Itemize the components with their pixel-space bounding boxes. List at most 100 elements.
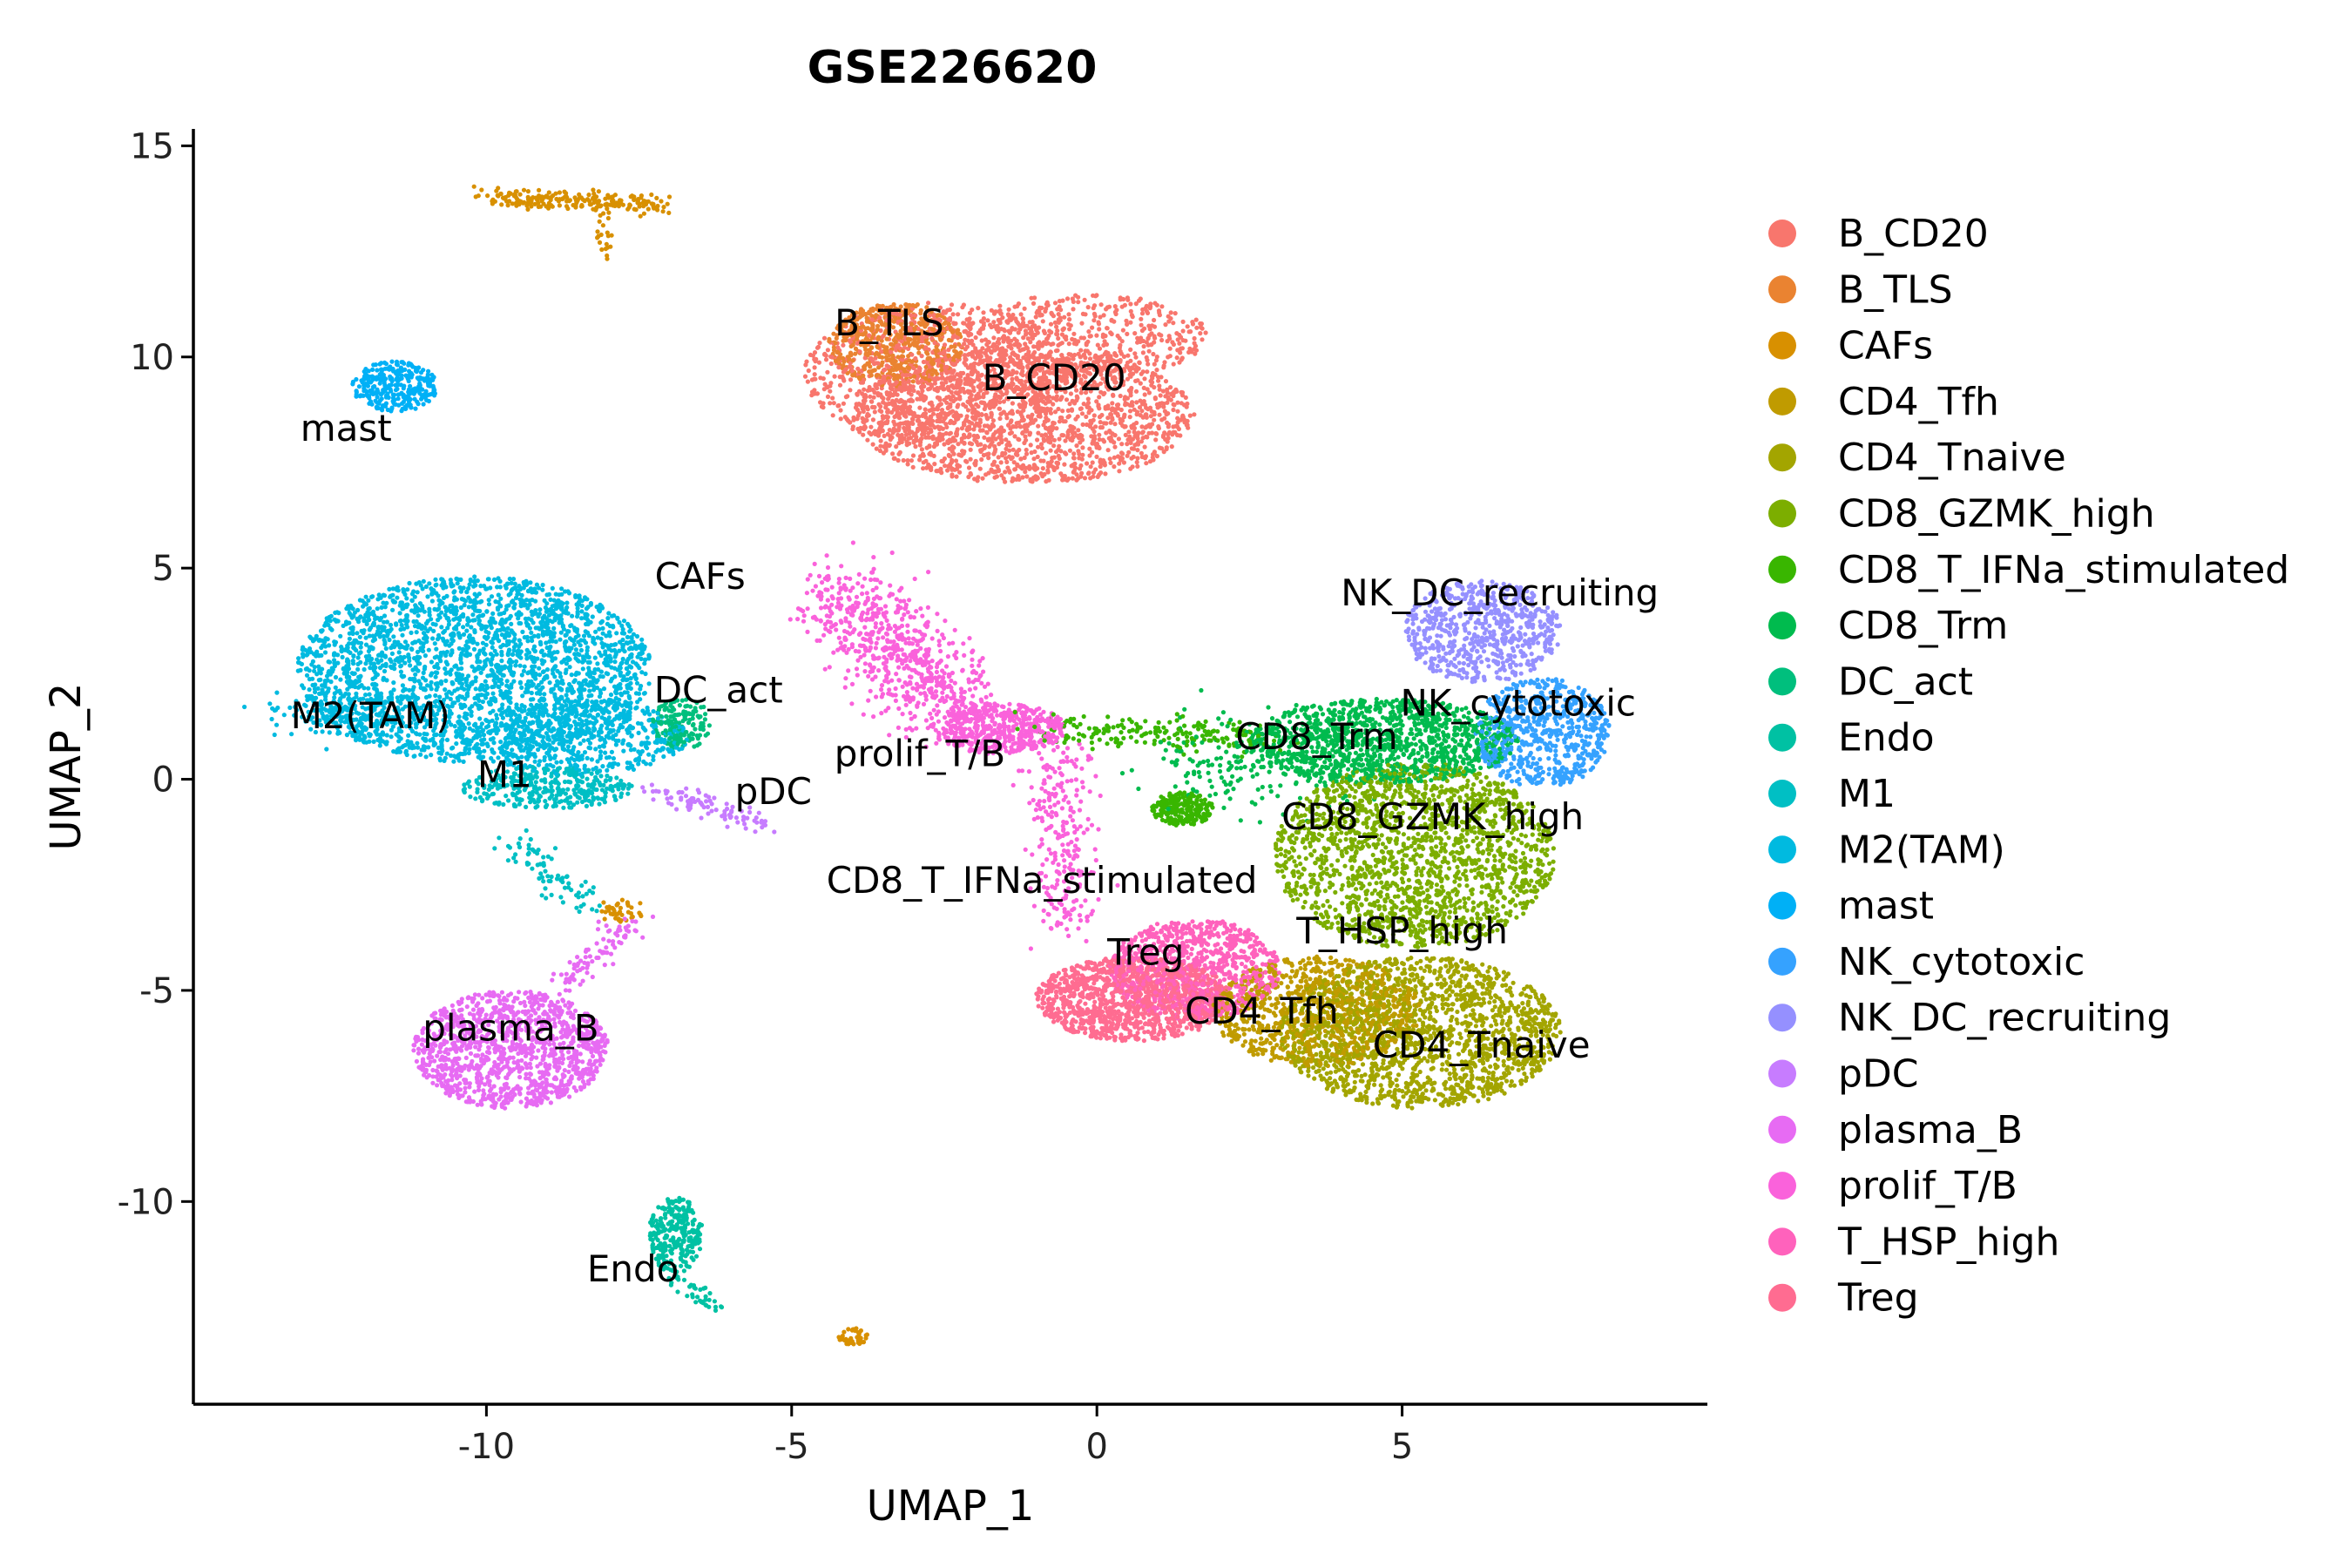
- data-point: [548, 597, 553, 603]
- data-point: [393, 388, 399, 393]
- data-point: [870, 442, 875, 447]
- data-point: [1475, 649, 1480, 654]
- data-point: [641, 211, 647, 216]
- data-point: [603, 794, 608, 800]
- data-point: [691, 1257, 696, 1262]
- data-point: [442, 595, 447, 601]
- data-point: [532, 759, 537, 764]
- data-point: [1206, 758, 1211, 764]
- data-point: [590, 890, 596, 896]
- data-point: [836, 580, 841, 585]
- data-point: [1207, 793, 1213, 798]
- data-point: [1079, 746, 1085, 751]
- data-point: [1112, 464, 1117, 470]
- data-point: [375, 606, 380, 612]
- data-point: [995, 713, 1000, 718]
- data-point: [575, 955, 580, 960]
- data-point: [970, 663, 975, 668]
- data-point: [1197, 774, 1202, 780]
- data-point: [1407, 916, 1412, 922]
- data-point: [429, 753, 434, 758]
- data-point: [480, 996, 485, 1001]
- data-point: [594, 909, 599, 914]
- data-point: [1359, 768, 1364, 774]
- data-point: [389, 651, 395, 657]
- data-point: [1066, 800, 1071, 805]
- data-point: [1312, 1076, 1317, 1081]
- data-point: [639, 637, 645, 642]
- data-point: [1082, 476, 1088, 481]
- data-point: [1443, 725, 1449, 731]
- data-point: [997, 303, 1003, 308]
- data-point: [1455, 788, 1460, 794]
- data-point: [816, 573, 822, 579]
- data-point: [562, 1068, 567, 1073]
- data-point: [868, 394, 873, 399]
- data-point: [977, 466, 983, 471]
- data-point: [957, 470, 963, 475]
- data-point: [1455, 1009, 1460, 1015]
- data-point: [1119, 442, 1125, 447]
- data-point: [1105, 714, 1111, 720]
- data-point: [868, 577, 874, 583]
- data-point: [1457, 754, 1463, 760]
- data-point: [735, 820, 740, 825]
- data-point: [327, 730, 332, 735]
- data-point: [1066, 933, 1071, 938]
- data-point: [443, 678, 449, 684]
- data-point: [580, 965, 585, 970]
- data-point: [815, 593, 821, 598]
- data-point: [593, 629, 598, 634]
- data-point: [935, 612, 940, 617]
- data-point: [1479, 884, 1484, 889]
- data-point: [1416, 845, 1422, 850]
- data-point: [1095, 474, 1100, 480]
- data-point: [1443, 963, 1449, 969]
- data-point: [1239, 961, 1245, 967]
- data-point: [1129, 767, 1134, 773]
- data-point: [837, 382, 843, 388]
- data-point: [1479, 889, 1484, 895]
- data-point: [866, 673, 871, 679]
- data-point: [558, 637, 563, 642]
- data-point: [1279, 981, 1284, 986]
- data-point: [1166, 735, 1172, 740]
- data-point: [1112, 422, 1118, 427]
- data-point: [1343, 957, 1348, 963]
- data-point: [865, 437, 870, 443]
- data-point: [1255, 1051, 1260, 1057]
- data-point: [1220, 710, 1226, 715]
- data-point: [1136, 786, 1141, 792]
- data-point: [1074, 443, 1079, 449]
- data-point: [1068, 814, 1073, 819]
- data-point: [1077, 738, 1082, 743]
- data-point: [1161, 756, 1166, 761]
- data-point: [338, 677, 343, 682]
- data-point: [868, 688, 873, 693]
- data-point: [1547, 1057, 1552, 1062]
- data-point: [661, 205, 666, 210]
- data-point: [1180, 328, 1186, 334]
- data-point: [925, 605, 930, 611]
- data-point: [907, 598, 912, 603]
- data-point: [1463, 973, 1469, 978]
- data-point: [387, 637, 392, 643]
- data-point: [1369, 891, 1375, 896]
- data-point: [480, 700, 486, 705]
- data-point: [1116, 436, 1121, 442]
- data-point: [638, 901, 643, 906]
- data-point: [668, 795, 674, 801]
- data-point: [977, 659, 983, 664]
- data-point: [940, 632, 945, 638]
- data-point: [1171, 407, 1176, 413]
- data-point: [1192, 335, 1197, 341]
- data-point: [1367, 882, 1372, 887]
- data-point: [471, 646, 477, 652]
- data-point: [935, 628, 940, 634]
- data-point: [432, 641, 437, 646]
- data-point: [1451, 842, 1456, 848]
- data-point: [436, 666, 441, 671]
- data-point: [1085, 361, 1091, 366]
- data-point: [1328, 955, 1334, 960]
